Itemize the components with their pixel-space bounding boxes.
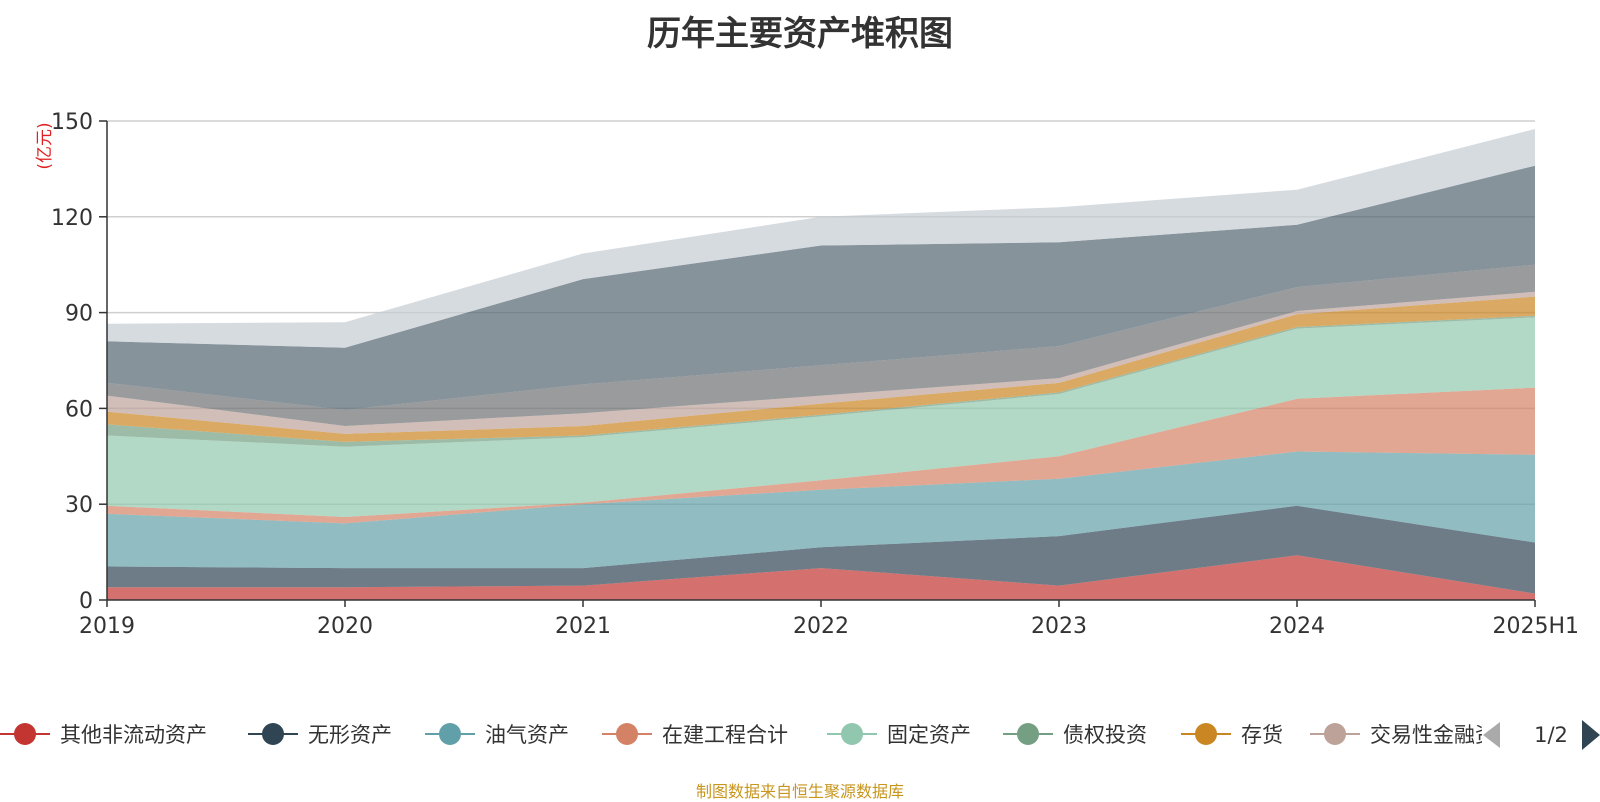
y-tick-label: 30 [65, 493, 93, 518]
legend-next-icon[interactable] [1582, 720, 1600, 750]
area-series-10 [107, 165, 1535, 410]
area-series-3 [107, 451, 1535, 569]
legend-label: 债权投资 [1063, 723, 1147, 747]
legend-label: 其他非流动资产 [60, 723, 207, 747]
legend-item[interactable]: 固定资产 [827, 723, 971, 747]
legend-marker [616, 723, 638, 745]
legend-marker [1324, 723, 1346, 745]
legend-prev-icon[interactable] [1483, 722, 1500, 748]
x-tick-label: 2024 [1269, 614, 1325, 639]
legend-item[interactable]: 在建工程合计 [602, 723, 788, 747]
y-tick-label: 0 [79, 589, 93, 614]
x-tick-label: 2025H1 [1492, 614, 1579, 639]
legend-label: 固定资产 [887, 723, 971, 747]
legend-item[interactable]: 债权投资 [1003, 723, 1147, 747]
legend-item[interactable]: 其他非流动资产 [0, 723, 207, 747]
legend-item[interactable]: 无形资产 [248, 723, 392, 747]
legend-marker [14, 723, 36, 745]
legend-marker [1017, 723, 1039, 745]
legend-marker [439, 723, 461, 745]
axes: 0 30 60 90 120 150 2019 2020 2021 2022 2023 2024 202… [51, 110, 1579, 639]
legend-label: 交易性金融资产 [1370, 723, 1517, 747]
legend: 其他非流动资产 无形资产 油气资产 在建工程合计 固定资产 债权投资 存货 交易性金融资产 1/… [0, 720, 1600, 750]
legend-label: 油气资产 [485, 723, 569, 747]
legend-item[interactable]: 油气资产 [425, 723, 569, 747]
area-series-5 [107, 317, 1535, 517]
x-tick-label: 2022 [793, 614, 849, 639]
area-series [107, 129, 1535, 600]
legend-marker [262, 723, 284, 745]
y-tick-label: 150 [51, 110, 93, 135]
x-tick-label: 2020 [317, 614, 373, 639]
legend-label: 存货 [1241, 723, 1283, 747]
x-tick-label: 2019 [79, 614, 135, 639]
legend-item[interactable]: 存货 [1181, 723, 1283, 747]
area-series-2 [107, 505, 1535, 594]
legend-item[interactable]: 交易性金融资产 [1310, 723, 1517, 747]
y-tick-label: 90 [65, 302, 93, 327]
x-tick-label: 2023 [1031, 614, 1087, 639]
chart-title: 历年主要资产堆积图 [647, 14, 953, 54]
y-tick-label: 60 [65, 397, 93, 422]
legend-marker [1195, 723, 1217, 745]
y-axis-unit-label: (亿元) [35, 122, 55, 169]
x-tick-label: 2021 [555, 614, 611, 639]
area-series-7 [107, 296, 1535, 442]
area-series-4 [107, 387, 1535, 524]
area-series-8 [107, 291, 1535, 434]
legend-page-indicator: 1/2 [1534, 723, 1568, 747]
legend-items: 其他非流动资产 无形资产 油气资产 在建工程合计 固定资产 债权投资 存货 交易性金融资产 [0, 723, 1517, 747]
legend-label: 在建工程合计 [662, 723, 788, 747]
legend-marker [841, 723, 863, 745]
y-tick-label: 120 [51, 206, 93, 231]
area-series-9 [107, 264, 1535, 426]
area-series-1 [107, 555, 1535, 600]
source-note: 制图数据来自恒生聚源数据库 [695, 782, 904, 801]
legend-label: 无形资产 [308, 723, 392, 747]
area-series-11 [107, 129, 1535, 348]
